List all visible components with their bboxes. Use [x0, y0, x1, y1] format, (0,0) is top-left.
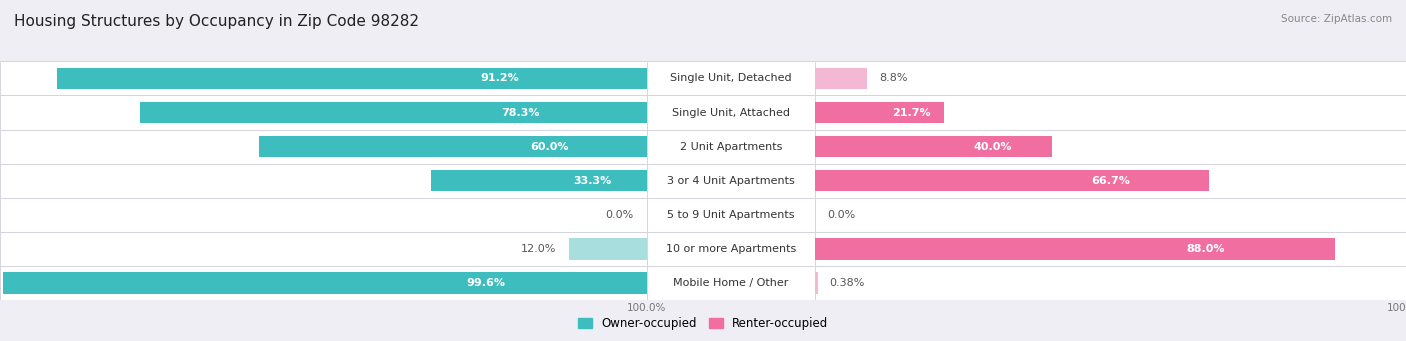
Bar [815, 266, 1406, 300]
Text: Source: ZipAtlas.com: Source: ZipAtlas.com [1281, 14, 1392, 24]
Text: Housing Structures by Occupancy in Zip Code 98282: Housing Structures by Occupancy in Zip C… [14, 14, 419, 29]
Bar [815, 61, 1406, 95]
Bar [0, 164, 647, 198]
Bar [647, 61, 815, 95]
Bar [569, 238, 647, 260]
Text: Single Unit, Attached: Single Unit, Attached [672, 107, 790, 118]
Bar [815, 68, 868, 89]
Bar [647, 130, 815, 164]
Legend: Owner-occupied, Renter-occupied: Owner-occupied, Renter-occupied [572, 313, 834, 335]
Bar [815, 130, 1406, 164]
Text: 78.3%: 78.3% [501, 107, 540, 118]
Text: 66.7%: 66.7% [1091, 176, 1130, 186]
Bar [815, 136, 1052, 157]
Bar [0, 266, 647, 300]
Bar [647, 232, 815, 266]
Bar [0, 95, 647, 130]
Bar [815, 272, 818, 294]
Bar [815, 164, 1406, 198]
Bar [647, 95, 815, 130]
Text: 10 or more Apartments: 10 or more Apartments [666, 244, 796, 254]
Text: 2 Unit Apartments: 2 Unit Apartments [681, 142, 782, 152]
Bar [647, 198, 815, 232]
Bar [815, 238, 1336, 260]
Bar [3, 272, 647, 294]
Bar [0, 61, 647, 95]
Bar [432, 170, 647, 191]
Bar [815, 232, 1406, 266]
Bar [815, 102, 943, 123]
Text: 0.0%: 0.0% [827, 210, 855, 220]
Bar [259, 136, 647, 157]
Text: 3 or 4 Unit Apartments: 3 or 4 Unit Apartments [668, 176, 794, 186]
Bar [0, 232, 647, 266]
Text: 33.3%: 33.3% [574, 176, 612, 186]
Text: 8.8%: 8.8% [879, 73, 908, 84]
Text: Mobile Home / Other: Mobile Home / Other [673, 278, 789, 288]
Bar [647, 266, 815, 300]
Text: Single Unit, Detached: Single Unit, Detached [671, 73, 792, 84]
Bar [815, 170, 1209, 191]
Bar [56, 68, 647, 89]
Bar [141, 102, 647, 123]
Text: 0.0%: 0.0% [606, 210, 634, 220]
Text: 0.38%: 0.38% [830, 278, 865, 288]
Bar [815, 95, 1406, 130]
Text: 5 to 9 Unit Apartments: 5 to 9 Unit Apartments [668, 210, 794, 220]
Text: 12.0%: 12.0% [520, 244, 557, 254]
Text: 99.6%: 99.6% [467, 278, 505, 288]
Text: 91.2%: 91.2% [479, 73, 519, 84]
Bar [815, 198, 1406, 232]
Bar [647, 164, 815, 198]
Bar [0, 198, 647, 232]
Text: 88.0%: 88.0% [1187, 244, 1225, 254]
Text: 40.0%: 40.0% [973, 142, 1012, 152]
Text: 60.0%: 60.0% [530, 142, 569, 152]
Bar [0, 130, 647, 164]
Text: 21.7%: 21.7% [893, 107, 931, 118]
